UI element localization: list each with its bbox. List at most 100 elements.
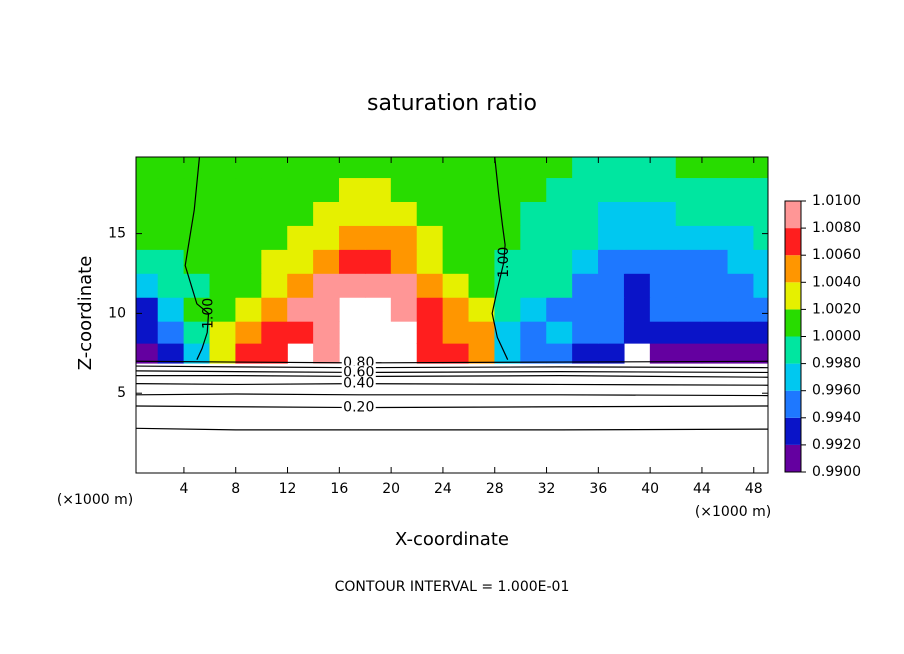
field-cell <box>649 177 677 202</box>
y-tick-label: 5 <box>117 385 126 401</box>
field-cell <box>468 321 496 344</box>
x-tick-label: 4 <box>179 481 188 497</box>
field-cell <box>287 273 314 298</box>
field-cell <box>520 297 547 322</box>
field-cell <box>572 157 599 179</box>
field-cell <box>468 225 496 250</box>
field-cell <box>416 273 444 298</box>
colorbar-band <box>785 336 801 364</box>
colorbar-band <box>785 228 801 256</box>
field-cell <box>546 343 573 364</box>
field-cell <box>546 273 573 298</box>
field-cell <box>390 201 418 226</box>
field-cell <box>494 343 521 364</box>
plot-frame <box>135 156 769 474</box>
field-cell <box>623 225 651 250</box>
field-cell <box>416 343 444 364</box>
field-cell <box>235 273 262 298</box>
field-cell <box>753 321 768 344</box>
field-cell <box>261 321 288 344</box>
field-cell <box>494 201 521 226</box>
field-cell <box>390 297 418 322</box>
field-cell <box>287 201 314 226</box>
field-cell <box>136 177 159 202</box>
field-cell <box>520 343 547 364</box>
field-cell <box>753 201 768 226</box>
colorbar-label: 0.9920 <box>812 437 861 453</box>
field-cell <box>209 157 237 179</box>
contour-line <box>136 427 768 431</box>
field-cell <box>339 177 366 202</box>
field-cell <box>442 343 470 364</box>
field-cell <box>727 249 755 274</box>
field-cell <box>598 225 625 250</box>
field-cell <box>468 249 496 274</box>
field-cell <box>546 225 573 250</box>
contour-label: 0.60 <box>343 364 374 380</box>
field-cell <box>209 225 237 250</box>
field-cell <box>727 201 755 226</box>
field-cell <box>313 225 340 250</box>
field-cell <box>390 249 418 274</box>
field-cell <box>546 177 573 202</box>
field-cell <box>675 225 703 250</box>
field-cell <box>572 201 599 226</box>
contour-label-group: 0.20 <box>341 400 376 416</box>
field-cell <box>675 201 703 226</box>
field-cell <box>442 157 470 179</box>
field-cell <box>442 225 470 250</box>
field-cell <box>136 297 159 322</box>
field-cell <box>753 177 768 202</box>
field-cell <box>209 343 237 364</box>
field-cell <box>753 343 768 364</box>
field-cell <box>235 177 262 202</box>
field-cell <box>261 157 288 179</box>
field-cell <box>520 249 547 274</box>
footer-note: CONTOUR INTERVAL = 1.000E-01 <box>335 579 570 595</box>
field-cell <box>209 177 237 202</box>
contour-label-group: 0.40 <box>341 376 376 392</box>
colorbar-band <box>785 390 801 418</box>
field-cell <box>494 225 521 250</box>
field-cell <box>572 321 599 344</box>
field-cell <box>468 297 496 322</box>
colorbar-label: 1.0080 <box>812 220 861 236</box>
contour-label: 1.00 <box>496 247 512 278</box>
field-cell <box>520 177 547 202</box>
contour-line <box>136 405 768 409</box>
colorbar-label: 1.0000 <box>812 329 861 345</box>
contour-line <box>136 375 768 378</box>
field-cell <box>598 249 625 274</box>
field-cell <box>157 249 185 274</box>
field-cell <box>209 297 237 322</box>
field-cell <box>649 273 677 298</box>
field-cell <box>572 273 599 298</box>
field-cell <box>442 201 470 226</box>
field-cell <box>235 343 262 364</box>
field-cell <box>313 249 340 274</box>
field-cell <box>416 249 444 274</box>
field-cell <box>183 321 211 344</box>
field-cell <box>235 201 262 226</box>
x-tick-label: 44 <box>693 481 711 497</box>
field-cell <box>209 273 237 298</box>
contour-label: 0.20 <box>343 400 374 416</box>
field-cell <box>546 249 573 274</box>
field-cell <box>157 157 185 179</box>
field-cell <box>675 157 703 179</box>
contour-label-group: 1.00 <box>496 247 512 278</box>
contour-line <box>184 157 210 360</box>
field-cell <box>235 297 262 322</box>
field-cell <box>235 249 262 274</box>
field-cell <box>649 225 677 250</box>
field-cell <box>287 321 314 344</box>
x-tick-label: 28 <box>486 481 504 497</box>
field-cell <box>753 273 768 298</box>
field-cell <box>546 297 573 322</box>
field-cell <box>520 201 547 226</box>
field-cell <box>598 177 625 202</box>
field-cell <box>183 343 211 364</box>
field-cell <box>313 177 340 202</box>
colorbar-band <box>785 309 801 337</box>
